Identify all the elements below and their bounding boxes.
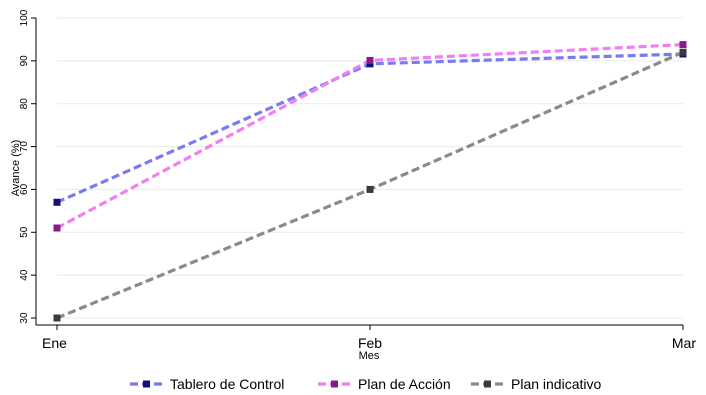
x-tick-label-ene: Ene bbox=[42, 335, 67, 351]
x-tick-label-mar: Mar bbox=[672, 335, 696, 351]
series-2-point-mar bbox=[679, 48, 687, 56]
series-1-point-mar bbox=[679, 41, 687, 49]
legend-swatch-marker-1 bbox=[331, 380, 338, 388]
y-tick-label-50: 50 bbox=[19, 226, 30, 238]
series-markers bbox=[53, 41, 687, 322]
legend-item-1: Plan de Acción bbox=[318, 376, 451, 392]
y-tick-label-90: 90 bbox=[19, 55, 30, 67]
series-line-0 bbox=[56, 52, 684, 204]
x-axis-title: Mes bbox=[359, 350, 380, 362]
series-2-point-ene bbox=[53, 314, 61, 322]
series-line-2 bbox=[56, 50, 684, 320]
legend: Tablero de Control Plan de Acción Plan ind… bbox=[130, 376, 601, 392]
legend-swatch-marker-0 bbox=[143, 380, 150, 388]
legend-item-2: Plan indicativo bbox=[471, 376, 601, 392]
y-tick-label-70: 70 bbox=[19, 141, 30, 153]
y-tick-label-60: 60 bbox=[19, 183, 30, 195]
legend-label-0: Tablero de Control bbox=[170, 376, 284, 392]
y-tick-label-100: 100 bbox=[19, 9, 30, 26]
y-tick-label-30: 30 bbox=[19, 312, 30, 324]
legend-item-0: Tablero de Control bbox=[130, 376, 284, 392]
legend-label-2: Plan indicativo bbox=[511, 376, 601, 392]
x-tick-label-feb: Feb bbox=[358, 335, 382, 351]
axes: 30 40 50 60 70 80 90 100 Ene Feb Mar bbox=[19, 9, 696, 351]
series-2-point-feb bbox=[366, 185, 374, 193]
legend-swatch-marker-2 bbox=[484, 380, 491, 388]
series-line-1 bbox=[56, 42, 684, 230]
y-axis-title: Avance (%) bbox=[10, 140, 22, 197]
y-tick-label-80: 80 bbox=[19, 98, 30, 110]
series-0-point-ene bbox=[53, 198, 61, 206]
series-lines bbox=[56, 42, 684, 320]
legend-label-1: Plan de Acción bbox=[358, 376, 451, 392]
series-1-point-ene bbox=[53, 224, 61, 232]
y-tick-label-40: 40 bbox=[19, 269, 30, 281]
series-1-point-feb bbox=[366, 56, 374, 64]
